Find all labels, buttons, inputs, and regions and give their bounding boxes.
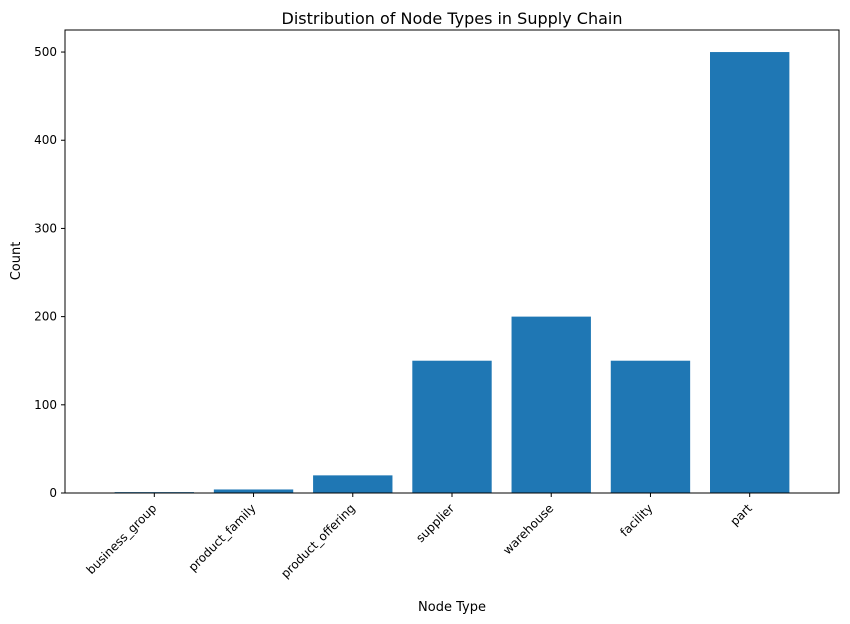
x-tick-label-business-group: business_group <box>84 501 160 577</box>
bar-part <box>710 52 790 494</box>
x-tick-label-supplier: supplier <box>413 501 457 545</box>
x-tick-label-facility: facility <box>617 501 655 539</box>
x-tick-label-warehouse: warehouse <box>500 501 556 557</box>
bar-product-family <box>213 489 294 493</box>
y-tick-label: 100 <box>34 398 57 412</box>
x-tick-label-product-offering: product_offering <box>278 501 358 581</box>
y-axis: 0 100 200 300 400 500 <box>34 45 65 500</box>
bar-warehouse <box>511 316 591 493</box>
bar-product-offering <box>313 475 393 493</box>
x-tick-label-product-family: product_family <box>186 501 259 574</box>
x-tick-label-part: part <box>728 501 756 529</box>
y-axis-label: Count <box>9 242 24 281</box>
x-axis: business_group product_family product_offe… <box>84 493 755 581</box>
x-axis-label: Node Type <box>418 600 486 615</box>
y-tick-label: 500 <box>34 45 57 59</box>
bar-facility <box>610 360 691 493</box>
y-tick-label: 0 <box>49 486 57 500</box>
y-tick-label: 200 <box>34 310 57 324</box>
y-tick-label: 300 <box>34 221 57 235</box>
plot-frame <box>64 29 840 494</box>
bar-supplier <box>412 360 492 493</box>
y-tick-label: 400 <box>34 133 57 147</box>
chart-title: Distribution of Node Types in Supply Cha… <box>282 9 623 28</box>
bars-group <box>114 52 790 494</box>
